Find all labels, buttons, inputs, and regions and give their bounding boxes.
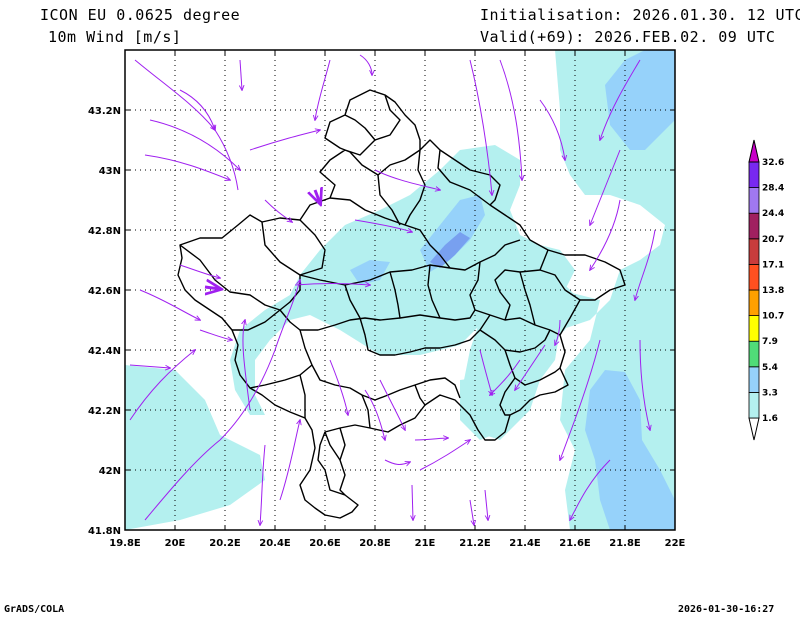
colorbar-label: 28.4: [762, 184, 784, 194]
grid-lines: [125, 50, 675, 530]
admin-borders: [177, 89, 626, 519]
colorbar-box: [748, 315, 760, 342]
render-timestamp: 2026-01-30-16:27: [678, 604, 775, 615]
y-tick-label: 41.8N: [88, 526, 121, 537]
x-tick-label: 20E: [165, 538, 186, 549]
colorbar-label: 17.1: [762, 260, 784, 270]
colorbar-box: [748, 238, 760, 265]
fill-region-small-west: [350, 260, 390, 285]
y-tick-label: 42.4N: [88, 346, 121, 357]
strong-wind-arrows: [205, 190, 320, 289]
y-tick-label: 43.2N: [88, 106, 121, 117]
x-tick-label: 19.8E: [109, 538, 141, 549]
colorbar-box: [748, 289, 760, 317]
fill-region-streak-core: [430, 232, 470, 268]
y-tick-label: 42.8N: [88, 226, 121, 237]
y-tick-label: 42N: [99, 466, 121, 477]
colorbar-label: 3.3: [762, 388, 778, 398]
x-axis-ticks: 19.8E 20E 20.2E 20.4E 20.6E 20.8E 21E 21.2E 21.4…: [109, 50, 686, 549]
x-tick-label: 21.6E: [559, 538, 591, 549]
x-tick-label: 22E: [665, 538, 686, 549]
colorbar-label: 7.9: [762, 337, 778, 347]
colorbar-label: 24.4: [762, 209, 784, 219]
country-outline: [177, 89, 626, 519]
variable-title: 10m Wind [m/s]: [48, 28, 182, 46]
colorbar-box: [748, 212, 760, 240]
y-tick-label: 43N: [99, 166, 121, 177]
model-title: ICON EU 0.0625 degree: [40, 6, 241, 24]
colorbar-label: 20.7: [762, 235, 784, 245]
fill-region-central-streak: [420, 195, 485, 272]
y-tick-label: 42.6N: [88, 286, 121, 297]
fill-region-se-column: [585, 370, 675, 530]
wind-streamlines: [129, 54, 656, 525]
colorbar-min-triangle: [748, 417, 760, 441]
colorbar-box: [748, 187, 760, 214]
fill-region-southwest: [125, 365, 265, 530]
x-tick-label: 20.6E: [309, 538, 341, 549]
fill-region-east-band: [520, 280, 580, 345]
x-tick-label: 21.4E: [509, 538, 541, 549]
x-tick-label: 21E: [415, 538, 436, 549]
x-tick-label: 20.4E: [259, 538, 291, 549]
colorbar-label: 10.7: [762, 312, 784, 322]
colorbar-box: [748, 366, 760, 393]
valid-time: Valid(+69): 2026.FEB.02. 09 UTC: [480, 28, 776, 46]
x-tick-label: 21.8E: [609, 538, 641, 549]
colorbar-label: 1.6: [762, 414, 778, 424]
fill-region-ne-corner: [605, 50, 675, 150]
wind-speed-fill: [125, 50, 675, 530]
x-tick-label: 20.8E: [359, 538, 391, 549]
colorbar-label: 32.6: [762, 158, 784, 168]
colorbar-label: 13.8: [762, 286, 784, 296]
colorbar: 1.6 3.3 5.4 7.9 10.7 13.8 17.1 20.7 24.4 28.4 32.6: [748, 139, 784, 441]
colorbar-max-triangle: [748, 139, 760, 163]
initialisation-time: Initialisation: 2026.01.30. 12 UTC: [480, 6, 800, 24]
y-tick-label: 42.2N: [88, 406, 121, 417]
colorbar-box: [748, 263, 760, 291]
colorbar-box: [748, 391, 760, 419]
fill-region-centre: [230, 145, 575, 415]
y-axis-ticks: 43.2N 43N 42.8N 42.6N 42.4N 42.2N 42N 41.8N: [88, 106, 675, 537]
x-tick-label: 20.2E: [209, 538, 241, 549]
x-tick-label: 21.2E: [459, 538, 491, 549]
software-credit: GrADS/COLA: [4, 604, 65, 615]
colorbar-label: 5.4: [762, 363, 778, 373]
colorbar-box: [748, 161, 760, 189]
colorbar-box: [748, 340, 760, 368]
